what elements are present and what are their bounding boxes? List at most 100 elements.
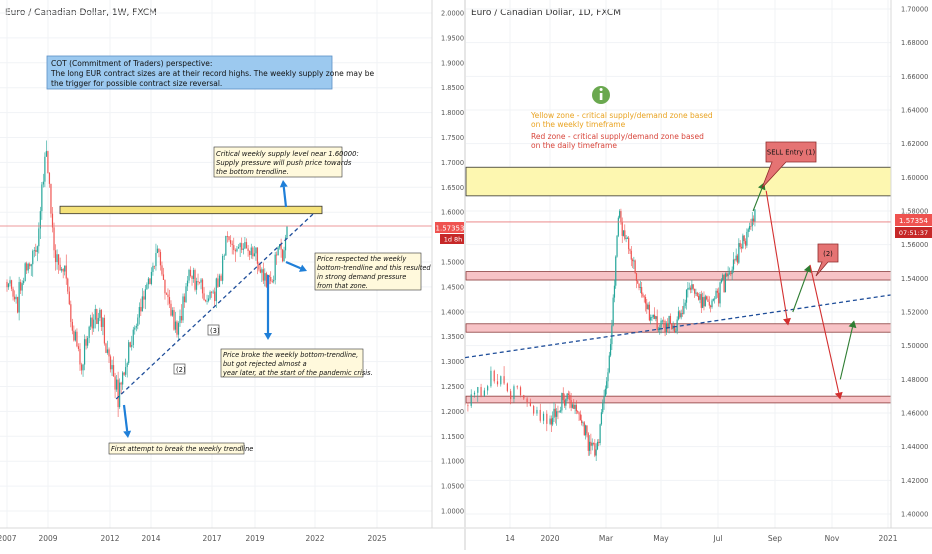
daily-y-tick-label: 1.50000 — [901, 342, 928, 350]
weekly-candle — [128, 339, 130, 365]
weekly-candle — [91, 312, 93, 335]
weekly-candle — [220, 273, 222, 282]
weekly-candle — [233, 237, 235, 255]
weekly-candle — [132, 326, 134, 349]
daily-candle — [559, 406, 562, 413]
daily-candle — [702, 292, 704, 309]
cot-note-line1: COT (Commitment of Traders) perspective: — [51, 59, 212, 68]
daily-candle — [681, 306, 684, 317]
daily-candle — [657, 326, 660, 333]
weekly-x-tick-label: 2017 — [202, 534, 221, 543]
weekly-candle — [82, 363, 84, 377]
daily-candle — [720, 278, 723, 284]
weekly-candle — [13, 290, 16, 302]
daily-candle — [683, 298, 685, 315]
respect-note-line2: bottom-trendline and this resulted — [317, 264, 431, 272]
marker-3: (3) — [207, 324, 220, 336]
weekly-candle — [122, 371, 124, 390]
daily-y-tick-label: 1.42000 — [901, 477, 928, 485]
daily-candle — [606, 377, 608, 395]
weekly-candle — [176, 320, 178, 338]
daily-candle — [718, 287, 720, 307]
daily-chart-panel: Euro / Canadian Dollar, 1D, FXCM 1.40000… — [465, 0, 932, 550]
daily-candle — [609, 338, 612, 358]
daily-candle — [661, 319, 663, 325]
daily-candle — [465, 403, 466, 406]
svg-text:(2): (2) — [176, 366, 186, 374]
weekly-candle — [30, 263, 32, 276]
weekly-candle — [112, 356, 115, 377]
daily-candle — [673, 323, 676, 334]
projection-arrow-icon — [839, 320, 857, 380]
daily-y-tick-label: 1.64000 — [901, 107, 928, 115]
weekly-candle — [35, 243, 37, 257]
weekly-candle — [256, 247, 259, 275]
weekly-candle — [10, 279, 13, 292]
daily-candle — [500, 375, 502, 387]
weekly-x-tick-label: 2009 — [38, 534, 57, 543]
red-note-line2: on the daily timeframe — [531, 141, 617, 150]
daily-candle — [752, 215, 755, 225]
weekly-candle — [39, 206, 41, 240]
daily-x-tick-label: 2020 — [540, 534, 559, 543]
weekly-candle — [234, 248, 236, 262]
weekly-candle — [210, 291, 213, 298]
daily-candle — [695, 288, 697, 297]
daily-candle — [611, 319, 613, 351]
daily-candle — [724, 272, 727, 293]
daily-y-tick-label: 1.68000 — [901, 39, 928, 47]
daily-candle — [668, 315, 670, 334]
respect-note-line4: from that zone. — [317, 282, 368, 290]
weekly-y-tick-label: 2.00000 — [441, 10, 468, 18]
daily-candle — [588, 435, 591, 456]
daily-y-tick-label: 1.48000 — [901, 376, 928, 384]
daily-candle — [616, 235, 618, 258]
daily-candle — [513, 384, 515, 403]
info-icon[interactable] — [592, 86, 610, 104]
daily-candle — [533, 404, 535, 416]
daily-candle — [480, 383, 482, 398]
supply-note-line2: Supply pressure will push price towards — [216, 159, 352, 167]
daily-candle — [556, 408, 558, 426]
weekly-candle — [15, 294, 17, 304]
weekly-candle — [105, 342, 107, 354]
weekly-candle — [102, 316, 104, 336]
supply-note: Critical weekly supply level near 1.6000… — [213, 146, 359, 178]
daily-chart-title: Euro / Canadian Dollar, 1D, FXCM — [471, 8, 621, 18]
daily-candle — [679, 309, 681, 319]
weekly-candle — [67, 277, 69, 295]
daily-candle — [748, 222, 751, 232]
daily-candle — [607, 368, 609, 389]
daily-candle — [732, 252, 735, 273]
respect-note-line1: Price respected the weekly — [317, 255, 406, 263]
daily-candle — [696, 291, 698, 297]
daily-candle — [594, 439, 596, 458]
weekly-candle — [48, 172, 51, 188]
panel-separator[interactable] — [464, 0, 466, 550]
weekly-candle — [103, 314, 106, 346]
daily-candle — [503, 366, 505, 385]
weekly-candle — [192, 267, 195, 283]
daily-candle — [496, 373, 499, 387]
weekly-x-tick-label: 2022 — [305, 534, 324, 543]
daily-candle — [655, 316, 657, 322]
daily-candle — [577, 410, 579, 414]
daily-candle — [579, 410, 581, 421]
weekly-x-tick-label: 2012 — [100, 534, 119, 543]
daily-candle — [711, 298, 713, 309]
weekly-y-tick-label: 1.65000 — [441, 184, 468, 192]
daily-demand-supply-zone — [465, 323, 891, 333]
daily-candle — [563, 393, 566, 408]
daily-candle — [691, 279, 693, 294]
weekly-candle — [144, 284, 146, 310]
daily-candle — [699, 292, 701, 304]
arrow-right-respect-icon — [285, 260, 307, 272]
svg-text:1.57353: 1.57353 — [436, 225, 465, 233]
weekly-candle — [141, 288, 143, 312]
weekly-candle — [171, 307, 174, 317]
weekly-candle — [179, 309, 181, 327]
weekly-candle — [207, 295, 210, 303]
weekly-candle — [167, 288, 169, 306]
daily-candle — [493, 369, 495, 384]
daily-candle — [553, 402, 555, 423]
